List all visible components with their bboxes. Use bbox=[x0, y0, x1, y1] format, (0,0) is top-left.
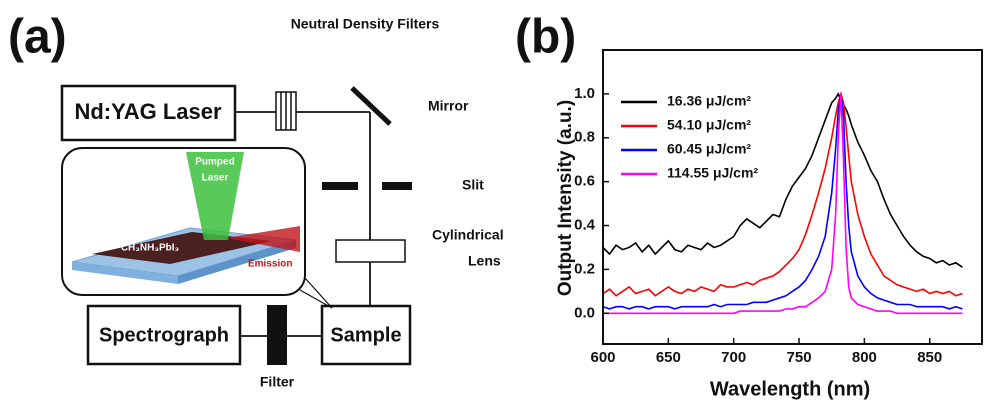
lens-label: Lens bbox=[468, 253, 501, 269]
legend-label: 54.10 μJ/cm² bbox=[667, 117, 751, 133]
pump-beam bbox=[186, 152, 244, 240]
x-tick-label: 800 bbox=[852, 349, 877, 366]
glass bbox=[178, 240, 296, 284]
series-line bbox=[603, 93, 963, 315]
material-label: CH₃NH₃PbI₃ bbox=[121, 243, 180, 254]
x-tick-label: 700 bbox=[721, 349, 746, 366]
y-tick-label: 0.2 bbox=[574, 260, 595, 277]
sample-box bbox=[320, 304, 412, 366]
x-axis-label: Wavelength (nm) bbox=[710, 378, 870, 400]
mirror bbox=[350, 86, 392, 126]
series-line bbox=[603, 93, 963, 310]
connector bbox=[299, 289, 333, 309]
slit bbox=[382, 182, 412, 190]
legend-label: 60.45 μJ/cm² bbox=[667, 141, 751, 157]
filter-label: Neutral Density Filters bbox=[291, 16, 440, 32]
series-line bbox=[603, 91, 963, 297]
emission-label: Emission bbox=[248, 259, 292, 270]
glass-label: Glass bbox=[80, 275, 110, 287]
y-tick-label: 0.0 bbox=[574, 304, 595, 321]
lens-label: Cylindrical bbox=[432, 227, 504, 243]
spectrograph-label: Spectrograph bbox=[99, 324, 229, 346]
lens bbox=[335, 239, 406, 263]
filter bbox=[267, 305, 287, 365]
spectrograph-box bbox=[86, 304, 242, 366]
x-tick-label: 650 bbox=[656, 349, 681, 366]
x-tick-label: 750 bbox=[787, 349, 812, 366]
plot-frame bbox=[602, 49, 983, 345]
slit bbox=[322, 182, 358, 190]
y-tick-label: 0.6 bbox=[574, 173, 595, 190]
panel-label: (a) bbox=[8, 11, 67, 64]
filter-label: Filter bbox=[260, 374, 295, 390]
emission-beam bbox=[226, 226, 300, 252]
y-tick-label: 0.8 bbox=[574, 129, 595, 146]
plot: 600 650 700 750 800 850 0.0 0.2 0.4 0.6 0.8 1.0 16.3… bbox=[574, 49, 983, 366]
sample-label: Sample bbox=[330, 324, 401, 346]
x-tick-label: 600 bbox=[590, 349, 615, 366]
glass bbox=[72, 262, 178, 284]
laser-label: Nd:YAG Laser bbox=[74, 99, 222, 124]
laser-box bbox=[60, 84, 237, 142]
series-line bbox=[603, 92, 963, 268]
x-tick-label: 850 bbox=[917, 349, 942, 366]
legend-label: 114.55 μJ/cm² bbox=[667, 165, 758, 181]
panel-label: (b) bbox=[515, 11, 576, 64]
mirror-label: Mirror bbox=[428, 98, 469, 114]
y-tick-label: 0.4 bbox=[574, 216, 596, 233]
pump-label: Pumped bbox=[195, 157, 234, 168]
y-axis-label: Output Intensity (a.u.) bbox=[555, 100, 576, 296]
pump-label: Laser bbox=[202, 173, 229, 184]
y-tick-label: 1.0 bbox=[574, 85, 595, 102]
legend-label: 16.36 μJ/cm² bbox=[667, 93, 751, 109]
slit-label: Slit bbox=[462, 177, 484, 193]
